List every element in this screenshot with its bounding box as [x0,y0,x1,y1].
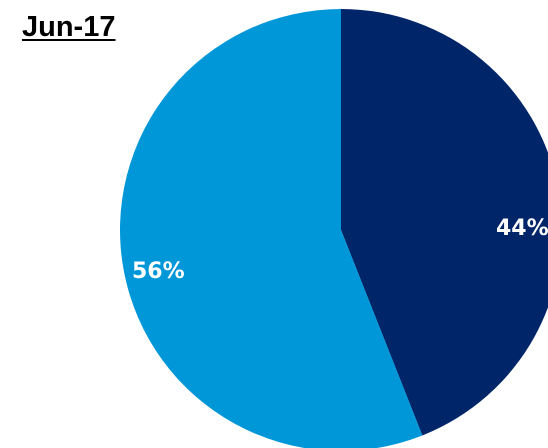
pie-labels: 44% 56% [132,216,548,284]
pie-slice-label-44: 44% [496,216,548,241]
pie-slice-44 [341,9,548,436]
chart-title: Jun-17 [22,11,116,43]
pie-slice-56 [120,9,423,448]
pie-slices [120,9,548,448]
pie-slice-label-56: 56% [132,259,185,284]
